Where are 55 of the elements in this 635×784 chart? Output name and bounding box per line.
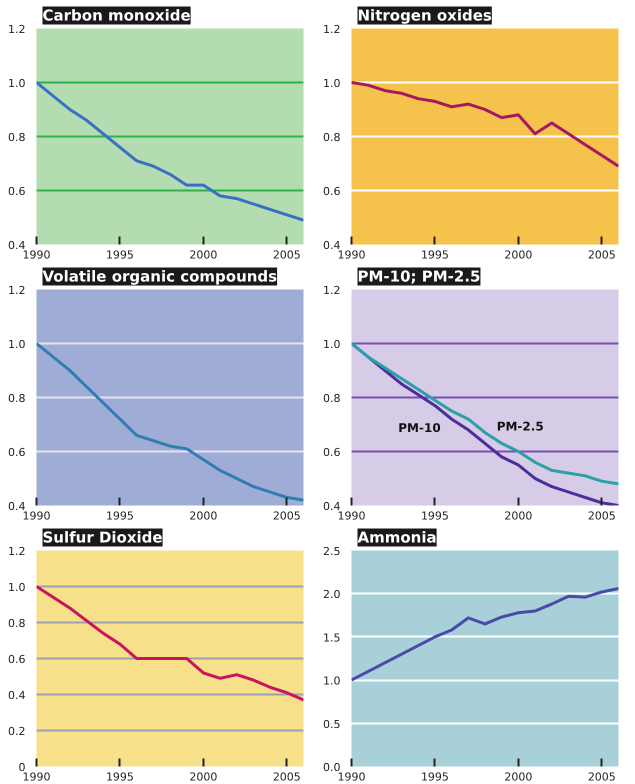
x-tick-label: 2000 — [189, 248, 218, 262]
y-tick-label: 0.6 — [8, 446, 26, 459]
y-tick-label: 0.6 — [323, 185, 341, 198]
y-tick-label: 0.6 — [8, 653, 26, 666]
x-tick-label: 2000 — [504, 510, 532, 522]
y-tick-label: 0.8 — [8, 131, 26, 144]
y-tick-label: 0.8 — [323, 131, 341, 144]
x-tick-label: 2000 — [189, 510, 218, 522]
y-tick-label: 1.0 — [8, 581, 26, 594]
chart-title: Carbon monoxide — [42, 6, 191, 24]
x-tick-label: 2005 — [272, 770, 301, 784]
x-tick-label: 2005 — [272, 510, 301, 522]
y-tick-label: 1.0 — [323, 77, 341, 90]
y-tick-label: 0.8 — [323, 392, 341, 405]
y-tick-label: 0.8 — [8, 392, 26, 405]
y-tick-label: 1.2 — [323, 284, 341, 297]
x-tick-label: 2000 — [189, 770, 218, 784]
series-label: PM-2.5 — [496, 419, 544, 434]
x-tick-label: 2005 — [588, 510, 616, 522]
y-tick-label: 0.6 — [323, 446, 341, 459]
x-tick-label: 1995 — [106, 770, 134, 784]
x-tick-label: 2005 — [588, 248, 616, 262]
x-tick-label: 1995 — [420, 248, 449, 262]
y-tick-label: 2.0 — [323, 588, 341, 602]
x-tick-label: 2000 — [504, 248, 532, 262]
y-tick-label: 1.2 — [8, 284, 26, 297]
y-tick-label: 1.0 — [8, 77, 26, 90]
y-tick-label: 0.5 — [323, 718, 341, 731]
x-tick-label: 1995 — [420, 770, 449, 784]
y-tick-label: 1.2 — [323, 23, 341, 36]
y-tick-label: 1.0 — [323, 338, 341, 351]
chart-title: Volatile organic compounds — [42, 268, 278, 286]
x-tick-label: 1995 — [106, 510, 134, 522]
y-tick-label: 2.5 — [323, 545, 341, 558]
series-label: PM-10 — [398, 420, 441, 435]
y-tick-label: 0.4 — [8, 689, 26, 702]
y-tick-label: 0 — [18, 761, 26, 774]
y-tick-label: 1.2 — [8, 545, 26, 558]
chart-title: Sulfur Dioxide — [42, 528, 163, 546]
x-tick-label: 1995 — [420, 510, 449, 522]
chart-title: PM-10; PM-2.5 — [358, 268, 480, 286]
chart-title: Nitrogen oxides — [358, 6, 492, 24]
x-tick-label: 1990 — [22, 770, 51, 784]
y-tick-label: 1.0 — [8, 338, 26, 351]
y-tick-label: 1.2 — [8, 23, 26, 36]
x-tick-label: 2005 — [272, 248, 301, 262]
y-tick-label: 1.5 — [323, 631, 341, 644]
x-tick-label: 2005 — [588, 770, 616, 784]
y-tick-label: 0.8 — [8, 617, 26, 630]
chart-title: Ammonia — [358, 528, 437, 546]
y-tick-label: 0.6 — [8, 185, 26, 198]
x-tick-label: 2000 — [504, 770, 532, 784]
y-tick-label: 1.0 — [323, 674, 341, 688]
y-tick-label: 0.2 — [8, 725, 26, 738]
x-tick-label: 1995 — [106, 248, 134, 262]
